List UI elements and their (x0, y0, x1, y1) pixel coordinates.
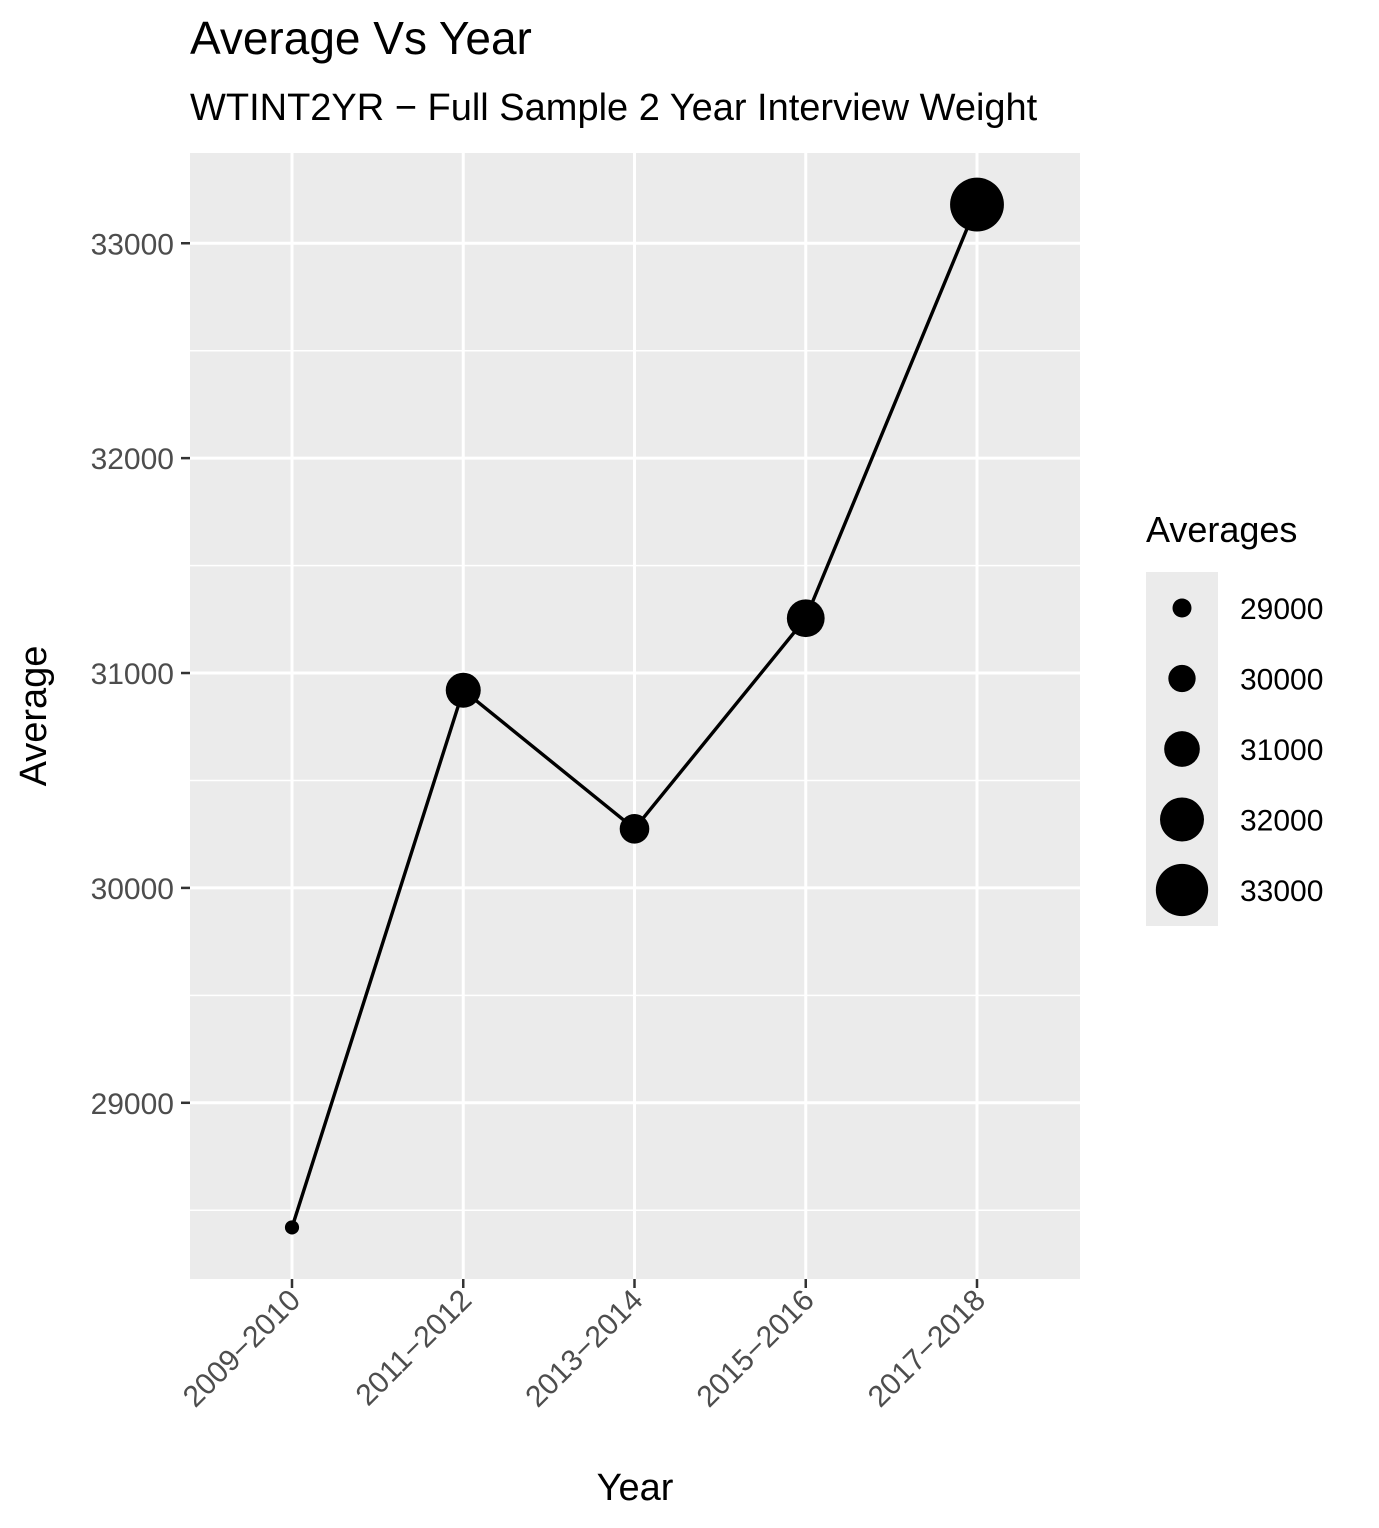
chart-title: Average Vs Year (190, 12, 532, 64)
legend-key (1164, 731, 1200, 767)
y-tick-label: 30000 (91, 873, 174, 906)
legend-key (1168, 664, 1196, 693)
data-point (619, 814, 650, 844)
y-tick-label: 31000 (91, 658, 174, 691)
data-points (284, 177, 1004, 1235)
data-point (445, 672, 481, 708)
grid-major (190, 153, 1080, 1279)
y-axis: 29000 30000 31000 32000 33000 (91, 228, 190, 1121)
legend-label: 29000 (1240, 593, 1323, 626)
legend-key (1155, 863, 1209, 917)
y-axis-title: Average (13, 646, 55, 787)
data-point (284, 1220, 300, 1235)
x-tick-label: 2017−2018 (862, 1284, 992, 1414)
x-tick-label: 2013−2014 (519, 1284, 649, 1414)
legend-key (1172, 598, 1192, 618)
legend-label: 32000 (1240, 805, 1323, 838)
x-tick-label: 2015−2016 (691, 1284, 821, 1414)
x-tick-label: 2009−2010 (177, 1284, 307, 1414)
legend-label: 33000 (1240, 875, 1323, 908)
x-axis-title: Year (597, 1467, 674, 1509)
legend-label: 31000 (1240, 734, 1323, 767)
legend-title: Averages (1146, 509, 1297, 550)
x-axis: 2009−2010 2011−2012 2013−2014 2015−2016 2017… (177, 1279, 992, 1414)
data-point (950, 177, 1004, 232)
size-legend: Averages 29000 30000 31000 32000 33000 (1146, 509, 1323, 926)
legend-key (1160, 797, 1204, 842)
y-tick-label: 33000 (91, 228, 174, 261)
y-tick-label: 29000 (91, 1088, 174, 1121)
data-point (786, 599, 825, 638)
y-tick-label: 32000 (91, 443, 174, 476)
x-tick-label: 2011−2012 (350, 1284, 479, 1413)
chart-subtitle: WTINT2YR − Full Sample 2 Year Interview … (190, 87, 1038, 129)
legend-label: 30000 (1240, 664, 1323, 697)
legend-items: 29000 30000 31000 32000 33000 (1155, 593, 1323, 917)
